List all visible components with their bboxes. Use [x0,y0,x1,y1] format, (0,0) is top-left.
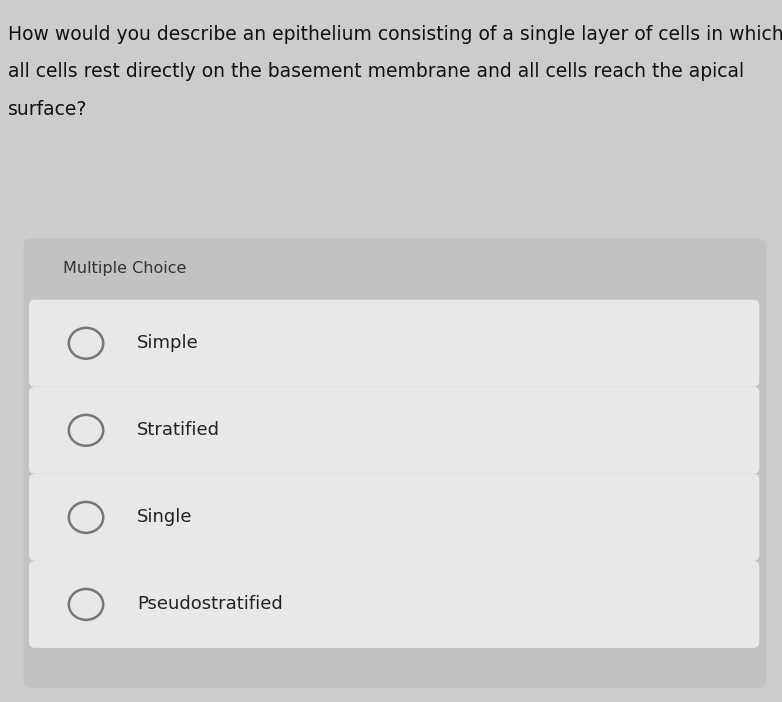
Text: Simple: Simple [137,334,199,352]
Text: Stratified: Stratified [137,421,220,439]
Text: Pseudostratified: Pseudostratified [137,595,282,614]
Text: Single: Single [137,508,192,526]
Text: How would you describe an epithelium consisting of a single layer of cells in wh: How would you describe an epithelium con… [8,25,782,44]
FancyBboxPatch shape [23,239,766,688]
Text: Multiple Choice: Multiple Choice [63,261,186,276]
FancyBboxPatch shape [29,387,759,474]
Text: surface?: surface? [8,100,88,119]
FancyBboxPatch shape [29,474,759,561]
FancyBboxPatch shape [29,561,759,648]
FancyBboxPatch shape [29,300,759,387]
Text: all cells rest directly on the basement membrane and all cells reach the apical: all cells rest directly on the basement … [8,62,744,81]
